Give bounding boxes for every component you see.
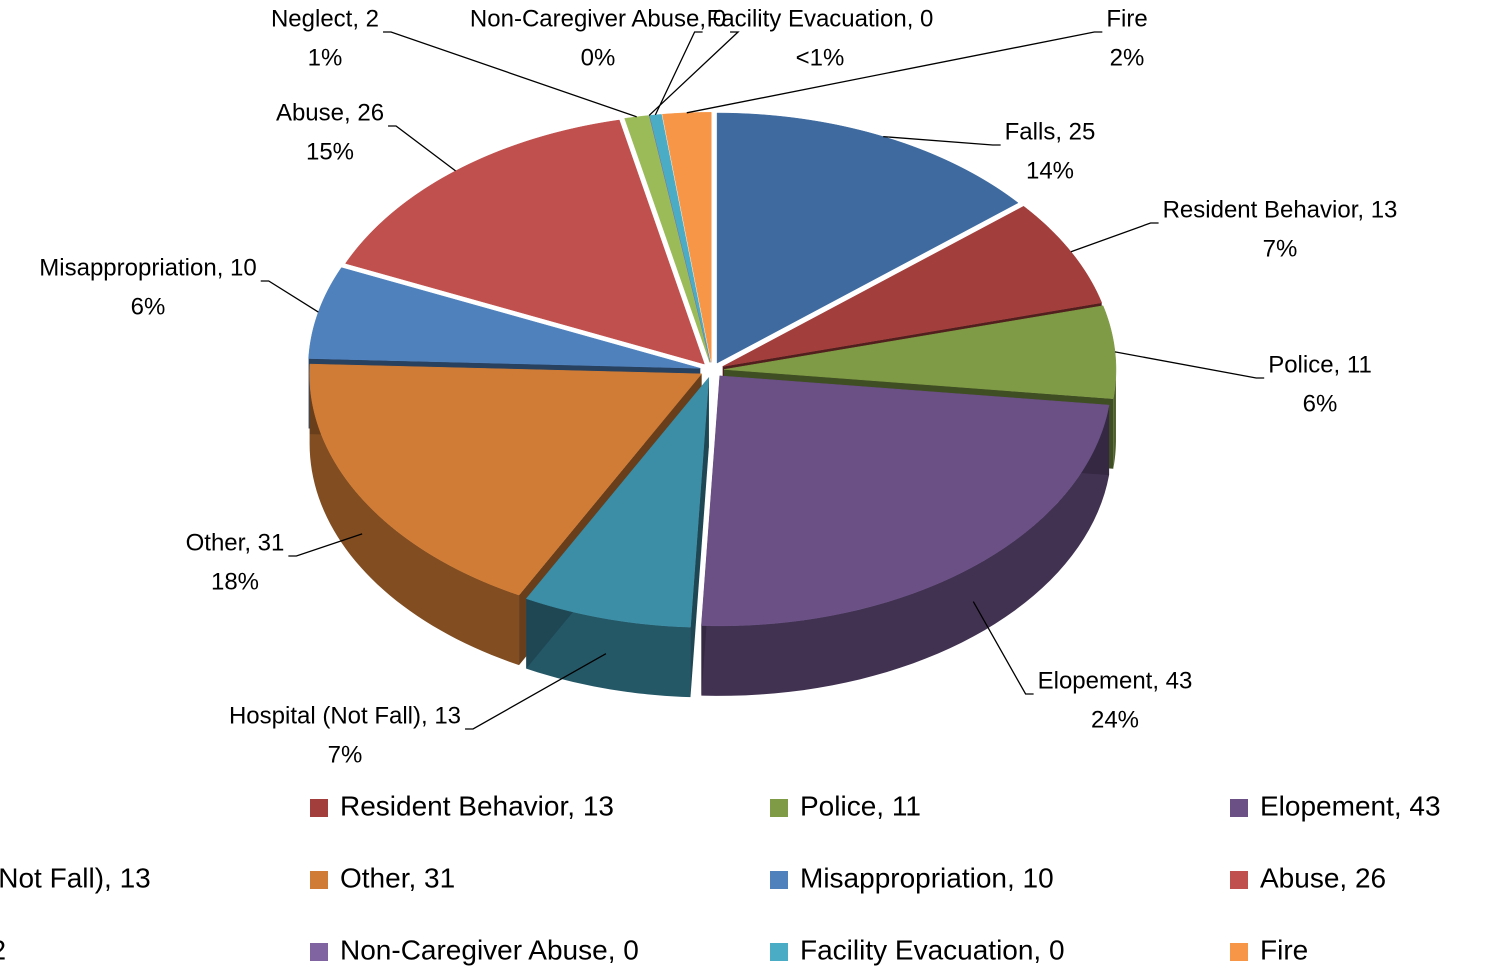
pie-tops: [308, 112, 1117, 628]
leader-line: [260, 280, 319, 313]
data-label-percent: 0%: [581, 44, 616, 71]
data-label-percent: <1%: [796, 44, 845, 71]
data-label: Falls, 25: [1005, 118, 1096, 145]
legend-label: Resident Behavior, 13: [340, 790, 614, 821]
leader-line: [883, 135, 1001, 146]
data-label: Fire: [1106, 5, 1147, 32]
slice: [309, 363, 703, 596]
data-label-percent: 2%: [1110, 44, 1145, 71]
legend-swatch: [310, 799, 328, 817]
leader-line: [383, 31, 637, 118]
legend-label: Abuse, 26: [1260, 862, 1386, 893]
slice: [308, 267, 701, 369]
slice: [525, 376, 710, 628]
leader-line: [648, 31, 740, 116]
data-label: Police, 11: [1268, 351, 1372, 378]
legend-label: Police, 11: [800, 790, 921, 821]
slice-side: [1113, 369, 1116, 469]
legend-label: Neglect, 2: [0, 934, 6, 965]
slice-wall: [690, 377, 709, 698]
legend-swatch: [310, 943, 328, 961]
legend-label: Hospital (Not Fall), 13: [0, 862, 151, 893]
legend-label: Elopement, 43: [1260, 790, 1441, 821]
slice: [345, 119, 705, 365]
data-label-percent: 14%: [1026, 157, 1074, 184]
slice-side: [526, 598, 691, 698]
legend-swatch: [770, 799, 788, 817]
data-label-percent: 7%: [328, 741, 363, 768]
leader-line: [388, 125, 456, 172]
legend-swatch: [770, 871, 788, 889]
legend-swatch: [1230, 943, 1248, 961]
data-label-percent: 1%: [308, 44, 343, 71]
leader-line: [972, 601, 1034, 695]
data-label: Other, 31: [186, 529, 285, 556]
data-label: Resident Behavior, 13: [1163, 196, 1398, 223]
leader-line: [686, 31, 1103, 114]
leader-line: [1114, 351, 1265, 379]
data-label: Abuse, 26: [276, 99, 384, 126]
slice: [723, 305, 1117, 399]
data-label: Hospital (Not Fall), 13: [229, 702, 461, 729]
data-label-percent: 6%: [131, 293, 166, 320]
data-label: Misappropriation, 10: [39, 254, 256, 281]
data-label: Facility Evacuation, 0: [707, 5, 934, 32]
data-label-percent: 7%: [1263, 235, 1298, 262]
legend-label: Misappropriation, 10: [800, 862, 1054, 893]
legend-swatch: [770, 943, 788, 961]
leader-line: [1070, 222, 1159, 253]
legend-label: Non-Caregiver Abuse, 0: [340, 934, 639, 965]
legend-swatch: [1230, 871, 1248, 889]
slice: [701, 375, 1110, 627]
leader-line: [288, 533, 363, 557]
legend-label: Fire: [1260, 934, 1308, 965]
data-label-percent: 24%: [1091, 706, 1139, 733]
leader-line: [465, 653, 607, 730]
data-label: Neglect, 2: [271, 5, 379, 32]
slice-side: [309, 373, 520, 666]
legend-swatch: [1230, 799, 1248, 817]
legend-swatch: [310, 871, 328, 889]
data-label: Elopement, 43: [1038, 667, 1193, 694]
legend-label: Facility Evacuation, 0: [800, 934, 1065, 965]
data-label: Non-Caregiver Abuse, 0: [470, 5, 726, 32]
legend-label: Other, 31: [340, 862, 455, 893]
slice-side: [701, 405, 1110, 696]
data-label-percent: 18%: [211, 568, 259, 595]
data-label-percent: 15%: [306, 138, 354, 165]
data-label-percent: 6%: [1303, 390, 1338, 417]
leader-line: [654, 31, 703, 116]
